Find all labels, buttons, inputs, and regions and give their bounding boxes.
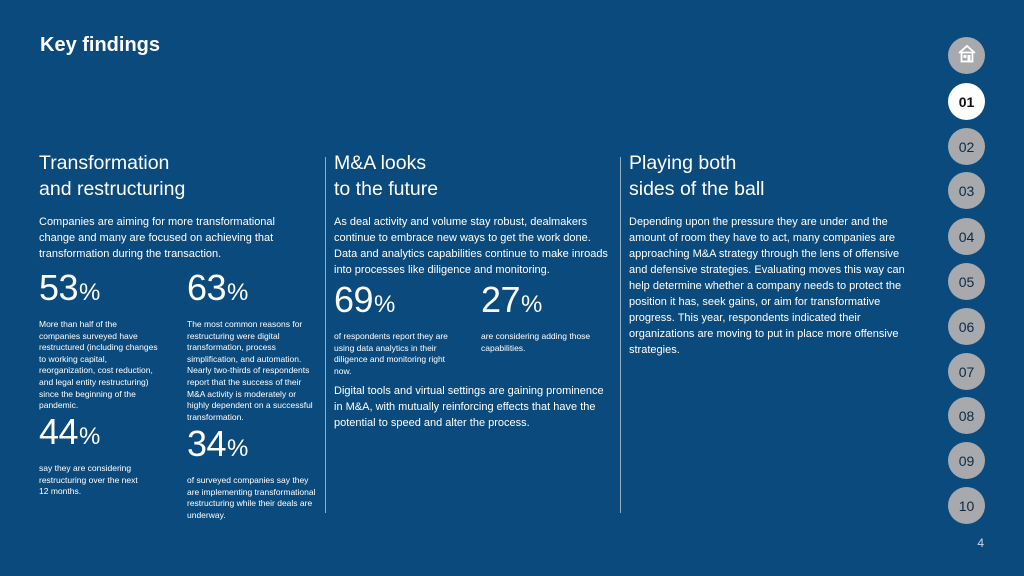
nav-section-07[interactable]: 07: [948, 353, 985, 390]
nav-section-09[interactable]: 09: [948, 442, 985, 479]
column-lead: Depending upon the pressure they are und…: [629, 216, 905, 356]
nav-section-03[interactable]: 03: [948, 172, 985, 209]
nav-section-01[interactable]: 01: [948, 83, 985, 120]
stat-53: 53% More than half of the companies surv…: [39, 267, 158, 411]
nav-section-05[interactable]: 05: [948, 263, 985, 300]
stat-63: 63% The most common reasons for restruct…: [187, 267, 313, 422]
column-ma-future: M&A looks to the future As deal activity …: [334, 150, 612, 278]
column-playing-both-sides: Playing both sides of the ball Depending …: [629, 150, 909, 358]
page-number: 4: [977, 536, 984, 550]
nav-section-04[interactable]: 04: [948, 218, 985, 255]
stat-27: 27% are considering adding those capabil…: [481, 279, 591, 353]
nav-section-02[interactable]: 02: [948, 128, 985, 165]
home-button[interactable]: [948, 37, 985, 74]
column-heading: Transformation and restructuring: [39, 152, 186, 200]
nav-section-10[interactable]: 10: [948, 487, 985, 524]
column-lead: Companies are aiming for more transforma…: [39, 216, 275, 260]
house-icon: [956, 43, 978, 68]
page-title: Key findings: [40, 34, 161, 56]
stat-44: 44% say they are considering restructuri…: [39, 411, 138, 497]
stat-69: 69% of respondents report they are using…: [334, 279, 448, 376]
column-divider: [620, 157, 621, 513]
nav-section-08[interactable]: 08: [948, 397, 985, 434]
column-heading: M&A looks to the future: [334, 152, 439, 200]
column-heading: Playing both sides of the ball: [629, 152, 765, 200]
nav-section-06[interactable]: 06: [948, 308, 985, 345]
column-lead: As deal activity and volume stay robust,…: [334, 216, 608, 276]
column-footer: Digital tools and virtual settings are g…: [334, 385, 604, 429]
stat-34: 34% of surveyed companies say they are i…: [187, 423, 316, 520]
column-divider: [325, 157, 326, 513]
column-transformation: Transformation and restructuring Companie…: [39, 150, 304, 262]
